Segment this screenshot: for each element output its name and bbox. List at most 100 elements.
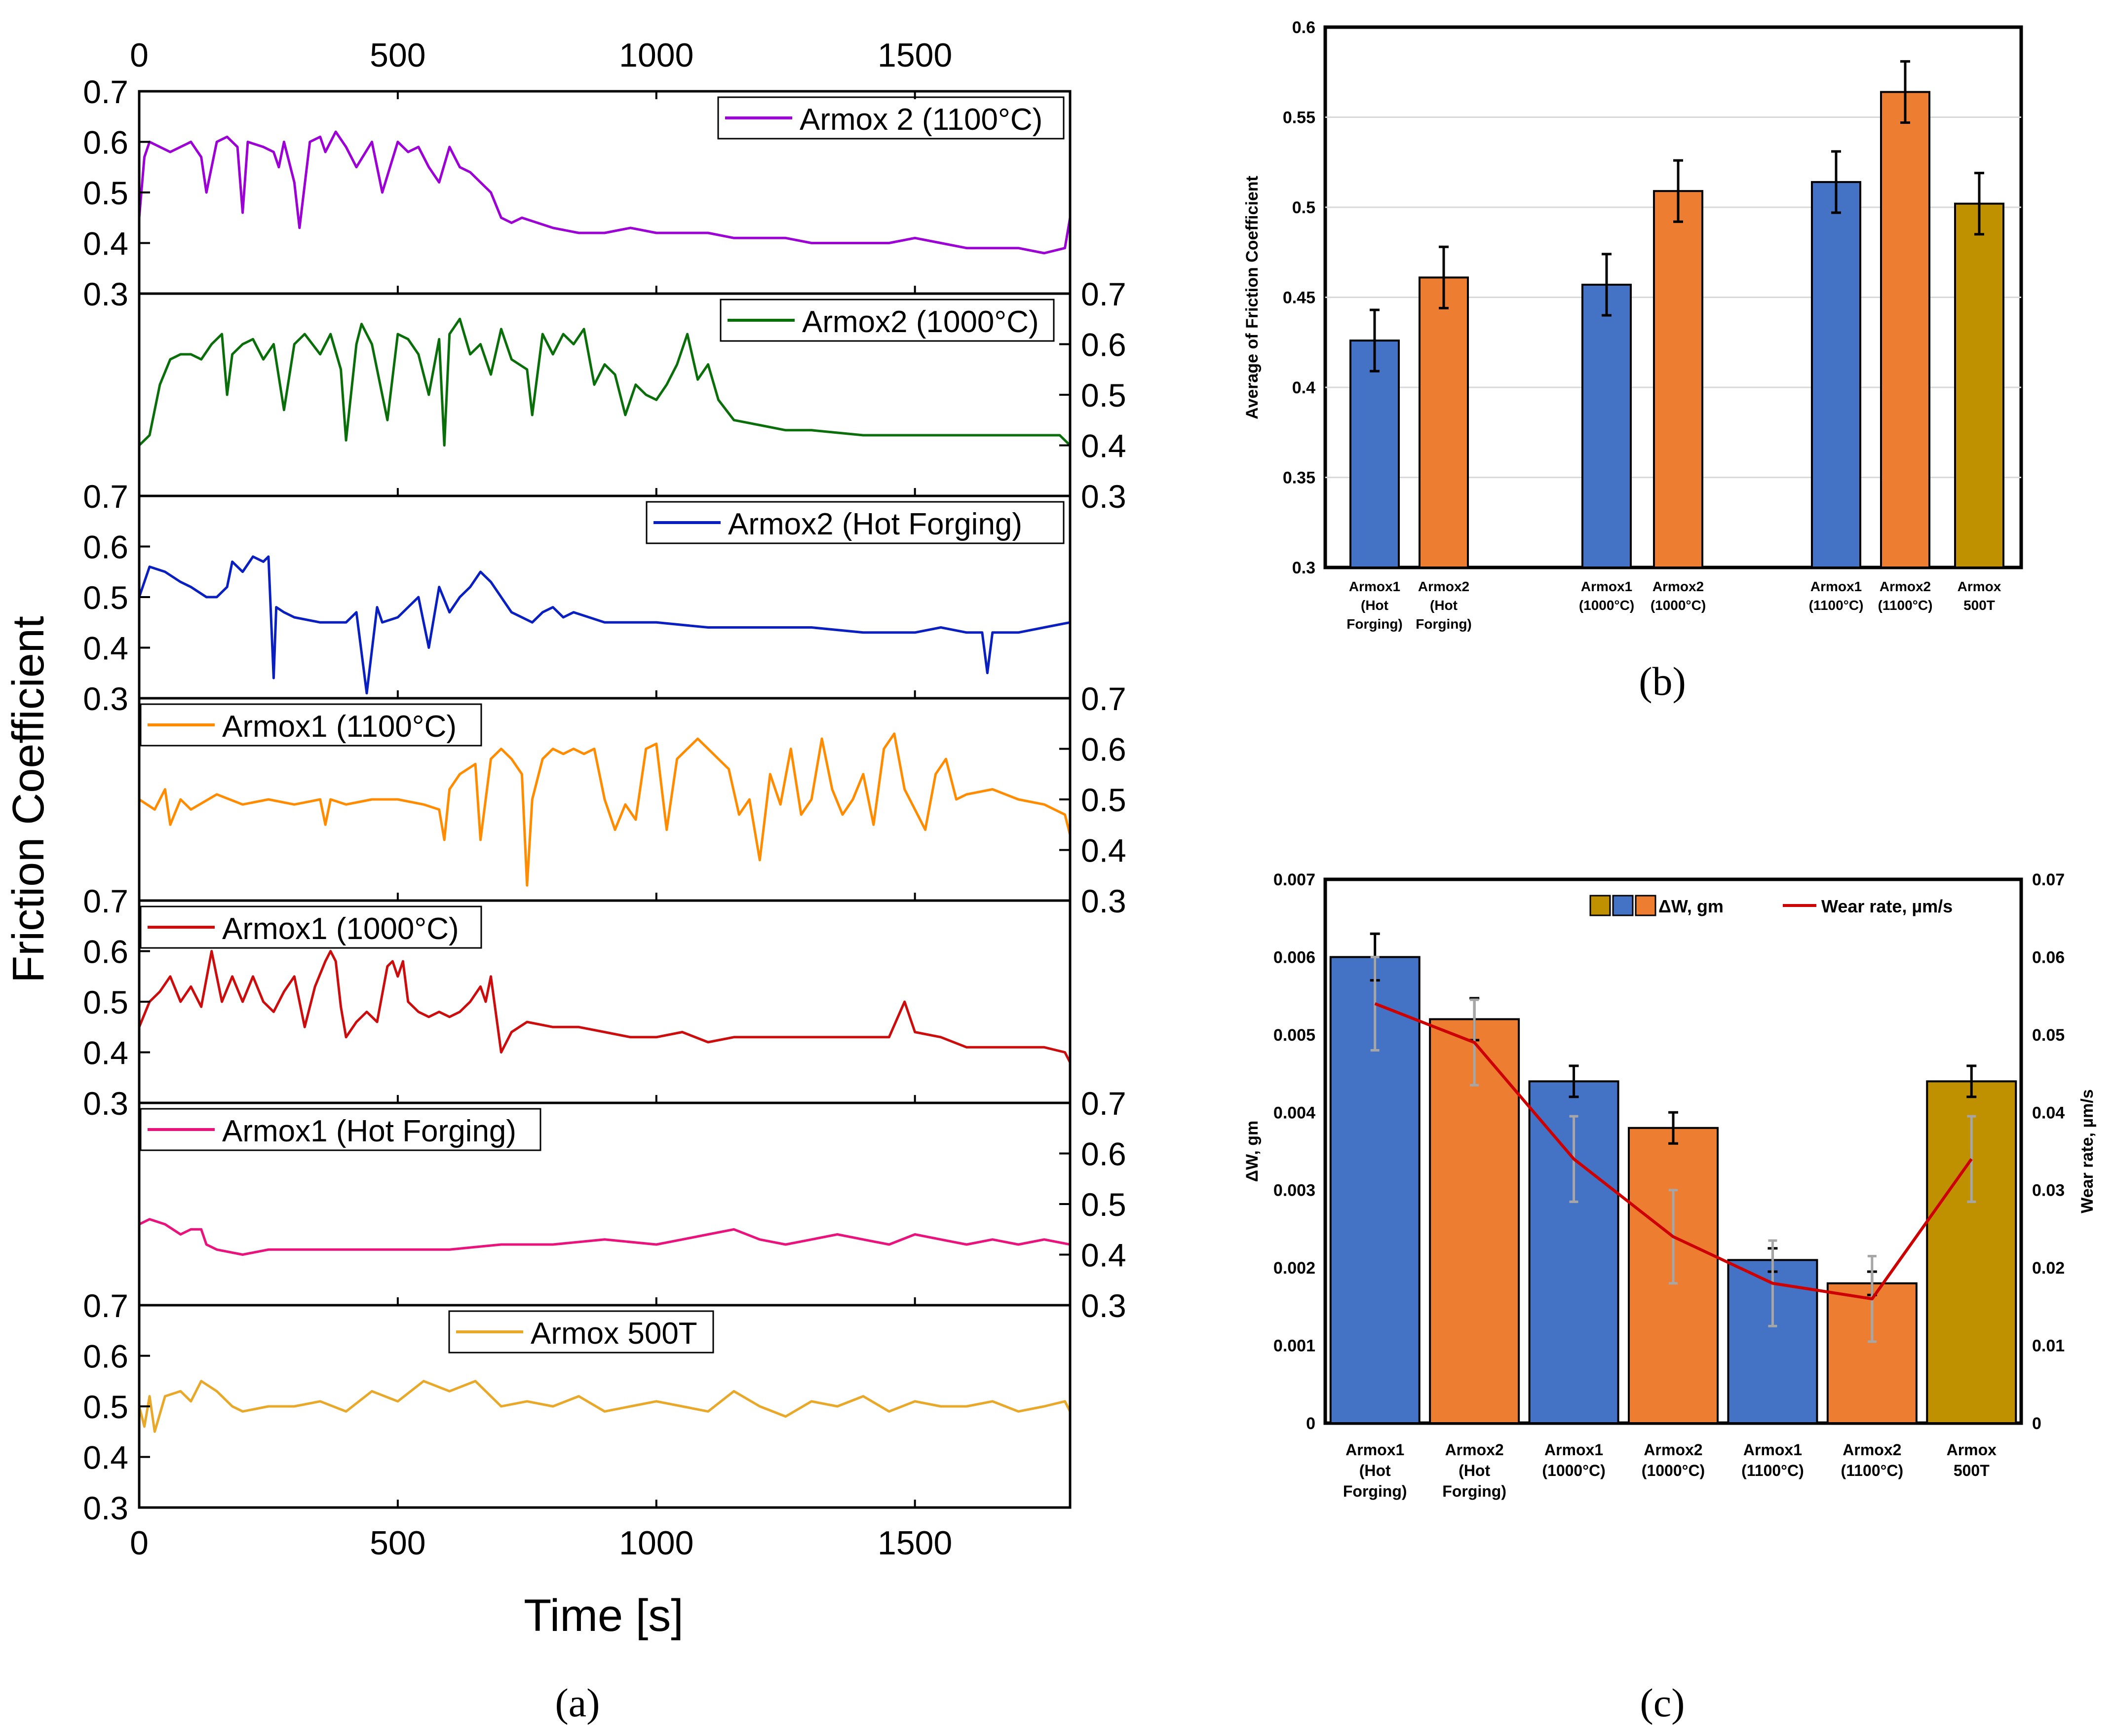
y-tick-label: 0.5 xyxy=(1081,1186,1126,1223)
x-category-label: Armox1 xyxy=(1810,579,1862,594)
y-tick-label: 0.005 xyxy=(1273,1026,1315,1045)
legend-line-label: Wear rate, µm/s xyxy=(1821,896,1953,916)
x-category-label: (Hot xyxy=(1359,1462,1391,1479)
y-tick-label: 0.6 xyxy=(83,934,128,970)
legend: Armox 2 (1100°C) xyxy=(717,96,1065,140)
y-tick-label: 0.6 xyxy=(1292,18,1315,37)
legend: Armox2 (1000°C) xyxy=(720,299,1055,342)
x-category-label: Forging) xyxy=(1343,1482,1407,1500)
legend: ΔW, gm Wear rate, µm/s xyxy=(1589,895,1953,916)
y-tick-label: 0.5 xyxy=(1292,198,1315,217)
series-line xyxy=(138,555,1071,695)
x-category-label: Armox xyxy=(1958,579,2001,594)
y2-tick-label: 0.05 xyxy=(2032,1026,2065,1045)
series-line xyxy=(138,130,1072,255)
y-axis-ticks: 0.3 0.4 0.5 0.6 0.7 xyxy=(83,883,150,1122)
y-tick-label: 0.3 xyxy=(83,680,128,717)
y2-tick-label: 0.06 xyxy=(2032,948,2065,967)
series-line xyxy=(138,1218,1071,1256)
y2-tick-label: 0.01 xyxy=(2032,1337,2065,1356)
panel-a-friction-traces: 0.3 0.4 0.5 0.6 0.7 Armox 2 (1100°C) 0.3 0.4 0.5… xyxy=(4,37,1126,1725)
y-tick-label: 0.4 xyxy=(1081,428,1126,464)
x-category-labels: Armox1 (Hot Forging) Armox2 (Hot Forging) Armo… xyxy=(1346,579,2001,632)
x-category-label: Armox2 xyxy=(1418,579,1469,594)
series-line xyxy=(138,1380,1072,1433)
x-category-label: 500T xyxy=(1963,598,1995,613)
bar xyxy=(1880,91,1930,568)
y-tick-label: 0.001 xyxy=(1273,1337,1315,1356)
panel-c-weight-loss: 0 0.001 0.002 0.003 0.004 0.005 0.006 0.007 0 0.… xyxy=(1243,870,2097,1725)
series-line xyxy=(138,732,1072,887)
x-category-label: (1000°C) xyxy=(1542,1462,1605,1479)
y-tick-label: 0.6 xyxy=(83,529,128,566)
y-tick-label: 0.7 xyxy=(83,883,128,919)
y-tick-label: 0.4 xyxy=(83,1439,128,1476)
x-category-label: Armox2 xyxy=(1843,1441,1901,1459)
x-category-label: Armox1 xyxy=(1349,579,1400,594)
y-tick-label: 0.6 xyxy=(1081,731,1126,768)
legend: Armox 500T xyxy=(448,1310,714,1354)
x-category-label: (Hot xyxy=(1430,598,1458,613)
y-tick-label: 0.003 xyxy=(1273,1181,1315,1200)
x-tick-label: 0 xyxy=(130,1524,149,1562)
y-tick-label: 0.5 xyxy=(83,579,128,616)
x-category-label: Armox2 xyxy=(1445,1441,1504,1459)
y-tick-labels: 0 0.001 0.002 0.003 0.004 0.005 0.006 0.007 xyxy=(1273,870,1315,1433)
y-axis-ticks: 0.3 0.4 0.5 0.6 0.7 xyxy=(1059,276,1126,515)
bar xyxy=(1581,283,1632,568)
x-category-label: Armox2 xyxy=(1644,1441,1702,1459)
panel-label-a: (a) xyxy=(555,1680,600,1725)
x-tick-label: 1500 xyxy=(878,37,952,74)
x-category-label: Forging) xyxy=(1416,616,1472,632)
x-category-label: Armox1 xyxy=(1345,1441,1404,1459)
y-tick-label: 0.004 xyxy=(1273,1103,1315,1122)
x-category-label: (1100°C) xyxy=(1841,1462,1904,1479)
panel-b-average-friction: 0.3 0.35 0.4 0.45 0.5 0.55 0.6 Armox1 (Hot Forgi… xyxy=(1243,18,2023,704)
y-axis-label: Average of Friction Coefficient xyxy=(1243,176,1262,419)
x-tick-label: 1500 xyxy=(878,1524,952,1562)
x-category-label: Armox xyxy=(1947,1441,1997,1459)
y-tick-label: 0.3 xyxy=(1292,559,1315,577)
y-axis-ticks: 0.3 0.4 0.5 0.6 0.7 xyxy=(1059,680,1126,919)
legend-label: Armox1 (1000°C) xyxy=(222,912,459,946)
y-tick-label: 0.007 xyxy=(1273,870,1315,889)
stacked-subplots: 0.3 0.4 0.5 0.6 0.7 Armox 2 (1100°C) 0.3 0.4 0.5… xyxy=(83,74,1126,1526)
y-tick-label: 0.4 xyxy=(83,1035,128,1071)
y-axis-label: ΔW, gm xyxy=(1243,1121,1262,1182)
x-category-labels: Armox1 (Hot Forging) Armox2 (Hot Forging) Armo… xyxy=(1343,1441,1997,1500)
y-tick-label: 0.3 xyxy=(83,1490,128,1526)
subplot-7: 0.3 0.4 0.5 0.6 0.7 Armox 500T xyxy=(83,1287,1072,1526)
secondary-y-axis-label: Wear rate, µm/s xyxy=(2078,1089,2097,1213)
subplot-4: 0.3 0.4 0.5 0.6 0.7 Armox1 (1100°C) xyxy=(138,680,1126,919)
x-category-label: (1000°C) xyxy=(1651,598,1706,613)
y-axis-ticks: 0.3 0.4 0.5 0.6 0.7 xyxy=(83,1287,150,1526)
bar xyxy=(1419,276,1469,568)
x-tick-label: 0 xyxy=(130,37,149,74)
x-category-label: Armox2 xyxy=(1652,579,1704,594)
y-tick-label: 0.3 xyxy=(1081,1287,1126,1324)
x-category-label: Armox1 xyxy=(1544,1441,1603,1459)
y-tick-label: 0.7 xyxy=(1081,1085,1126,1122)
y-tick-label: 0.3 xyxy=(83,276,128,312)
y-tick-label: 0.55 xyxy=(1283,109,1315,127)
x-category-label: Armox2 xyxy=(1880,579,1931,594)
wear-rate-series-line xyxy=(1374,1002,1973,1301)
y-tick-label: 0.6 xyxy=(83,124,128,161)
y-tick-label: 0.002 xyxy=(1273,1259,1315,1278)
y-tick-labels: 0.3 0.35 0.4 0.45 0.5 0.55 0.6 xyxy=(1283,18,1315,577)
subplot-2: 0.3 0.4 0.5 0.6 0.7 Armox2 (1000°C) xyxy=(138,276,1126,515)
x-category-label: (Hot xyxy=(1361,598,1388,613)
y-tick-label: 0.4 xyxy=(1081,832,1126,869)
y-tick-label: 0.4 xyxy=(1081,1237,1126,1274)
y-tick-label: 0.3 xyxy=(1081,478,1126,515)
y-tick-label: 0.7 xyxy=(83,1287,128,1324)
y-tick-label: 0.6 xyxy=(83,1338,128,1375)
panel-label-c: (c) xyxy=(1640,1680,1685,1725)
x-category-label: (1100°C) xyxy=(1878,598,1933,613)
x-category-label: (1100°C) xyxy=(1741,1462,1804,1479)
y2-tick-label: 0.07 xyxy=(2032,870,2065,889)
x-tick-label: 500 xyxy=(370,1524,425,1562)
legend-swatch-orange xyxy=(1635,895,1656,916)
x-category-label: 500T xyxy=(1954,1462,1990,1479)
bar xyxy=(1811,181,1861,568)
